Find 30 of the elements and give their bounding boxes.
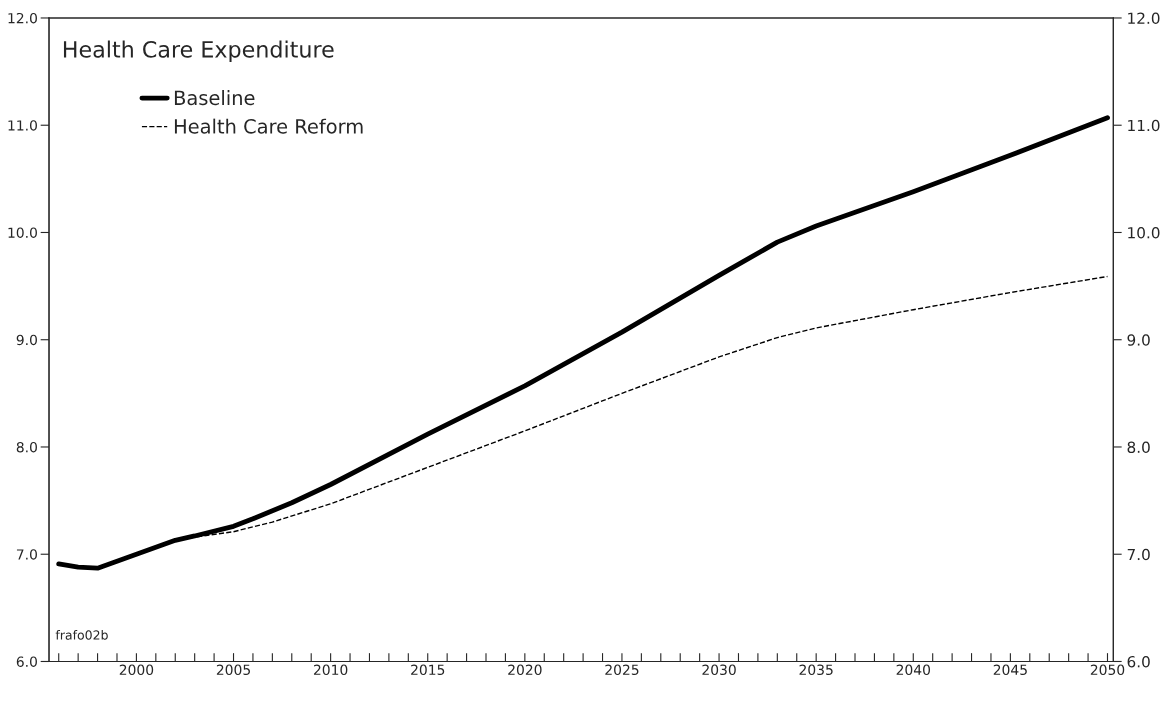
legend-label: Baseline bbox=[174, 90, 255, 106]
text: Health Care Expenditure bbox=[63, 40, 334, 62]
line-series bbox=[56, 115, 1110, 571]
y2-tick-label: 10.0 bbox=[1128, 226, 1160, 239]
x-tick-label: 2015 bbox=[411, 664, 445, 676]
y2-tick-label: 7.0 bbox=[1127, 548, 1150, 561]
y2-tick-label: 12.0 bbox=[1128, 12, 1160, 24]
x-tick-label: 2030 bbox=[702, 664, 736, 676]
y-tick-label: 12.0 bbox=[8, 12, 37, 24]
y-tick-label: 7.0 bbox=[16, 549, 37, 560]
x-tick-label: 2040 bbox=[896, 664, 931, 676]
x-tick-label: 2035 bbox=[799, 664, 833, 676]
y2-tick-label: 9.0 bbox=[1127, 334, 1150, 346]
y-tick-label: 10.0 bbox=[8, 227, 37, 238]
x-tick-label: 2010 bbox=[313, 664, 348, 676]
y-tick-label: 11.0 bbox=[8, 120, 37, 131]
x-tick-label: 2050 bbox=[1090, 664, 1125, 676]
y-tick-label: 6.0 bbox=[16, 656, 37, 667]
y2-tick-label: 11.0 bbox=[1128, 119, 1160, 132]
y2-tick-label: 8.0 bbox=[1127, 441, 1150, 453]
x-tick-label: 2020 bbox=[508, 664, 542, 676]
y-tick-label: 8.0 bbox=[16, 441, 37, 453]
x-tick-label: 2000 bbox=[119, 664, 154, 676]
annotation: frafo02b bbox=[55, 630, 108, 640]
x-tick-label: 2005 bbox=[216, 664, 250, 676]
y2-tick-label: 6.0 bbox=[1127, 655, 1150, 668]
x-tick-label: 2045 bbox=[993, 664, 1027, 676]
legend-label: Health Care Reform bbox=[174, 118, 363, 134]
x-tick-label: 2025 bbox=[605, 664, 639, 676]
y-tick-label: 9.0 bbox=[16, 334, 37, 346]
